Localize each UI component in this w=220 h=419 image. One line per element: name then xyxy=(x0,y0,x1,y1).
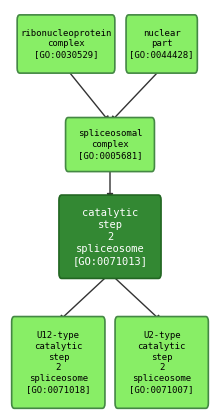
FancyBboxPatch shape xyxy=(59,195,161,278)
Text: U12-type
catalytic
step
2
spliceosome
[GO:0071018]: U12-type catalytic step 2 spliceosome [G… xyxy=(26,331,91,394)
Text: nuclear
part
[GO:0044428]: nuclear part [GO:0044428] xyxy=(129,29,194,59)
FancyBboxPatch shape xyxy=(66,117,154,172)
Text: catalytic
step
2
spliceosome
[GO:0071013]: catalytic step 2 spliceosome [GO:0071013… xyxy=(73,208,147,266)
FancyBboxPatch shape xyxy=(126,15,197,73)
Text: U2-type
catalytic
step
2
spliceosome
[GO:0071007]: U2-type catalytic step 2 spliceosome [GO… xyxy=(129,331,194,394)
Text: ribonucleoprotein
complex
[GO:0030529]: ribonucleoprotein complex [GO:0030529] xyxy=(20,29,112,59)
Text: spliceosomal
complex
[GO:0005681]: spliceosomal complex [GO:0005681] xyxy=(78,129,142,160)
FancyBboxPatch shape xyxy=(115,317,208,408)
FancyBboxPatch shape xyxy=(12,317,105,408)
FancyBboxPatch shape xyxy=(17,15,115,73)
